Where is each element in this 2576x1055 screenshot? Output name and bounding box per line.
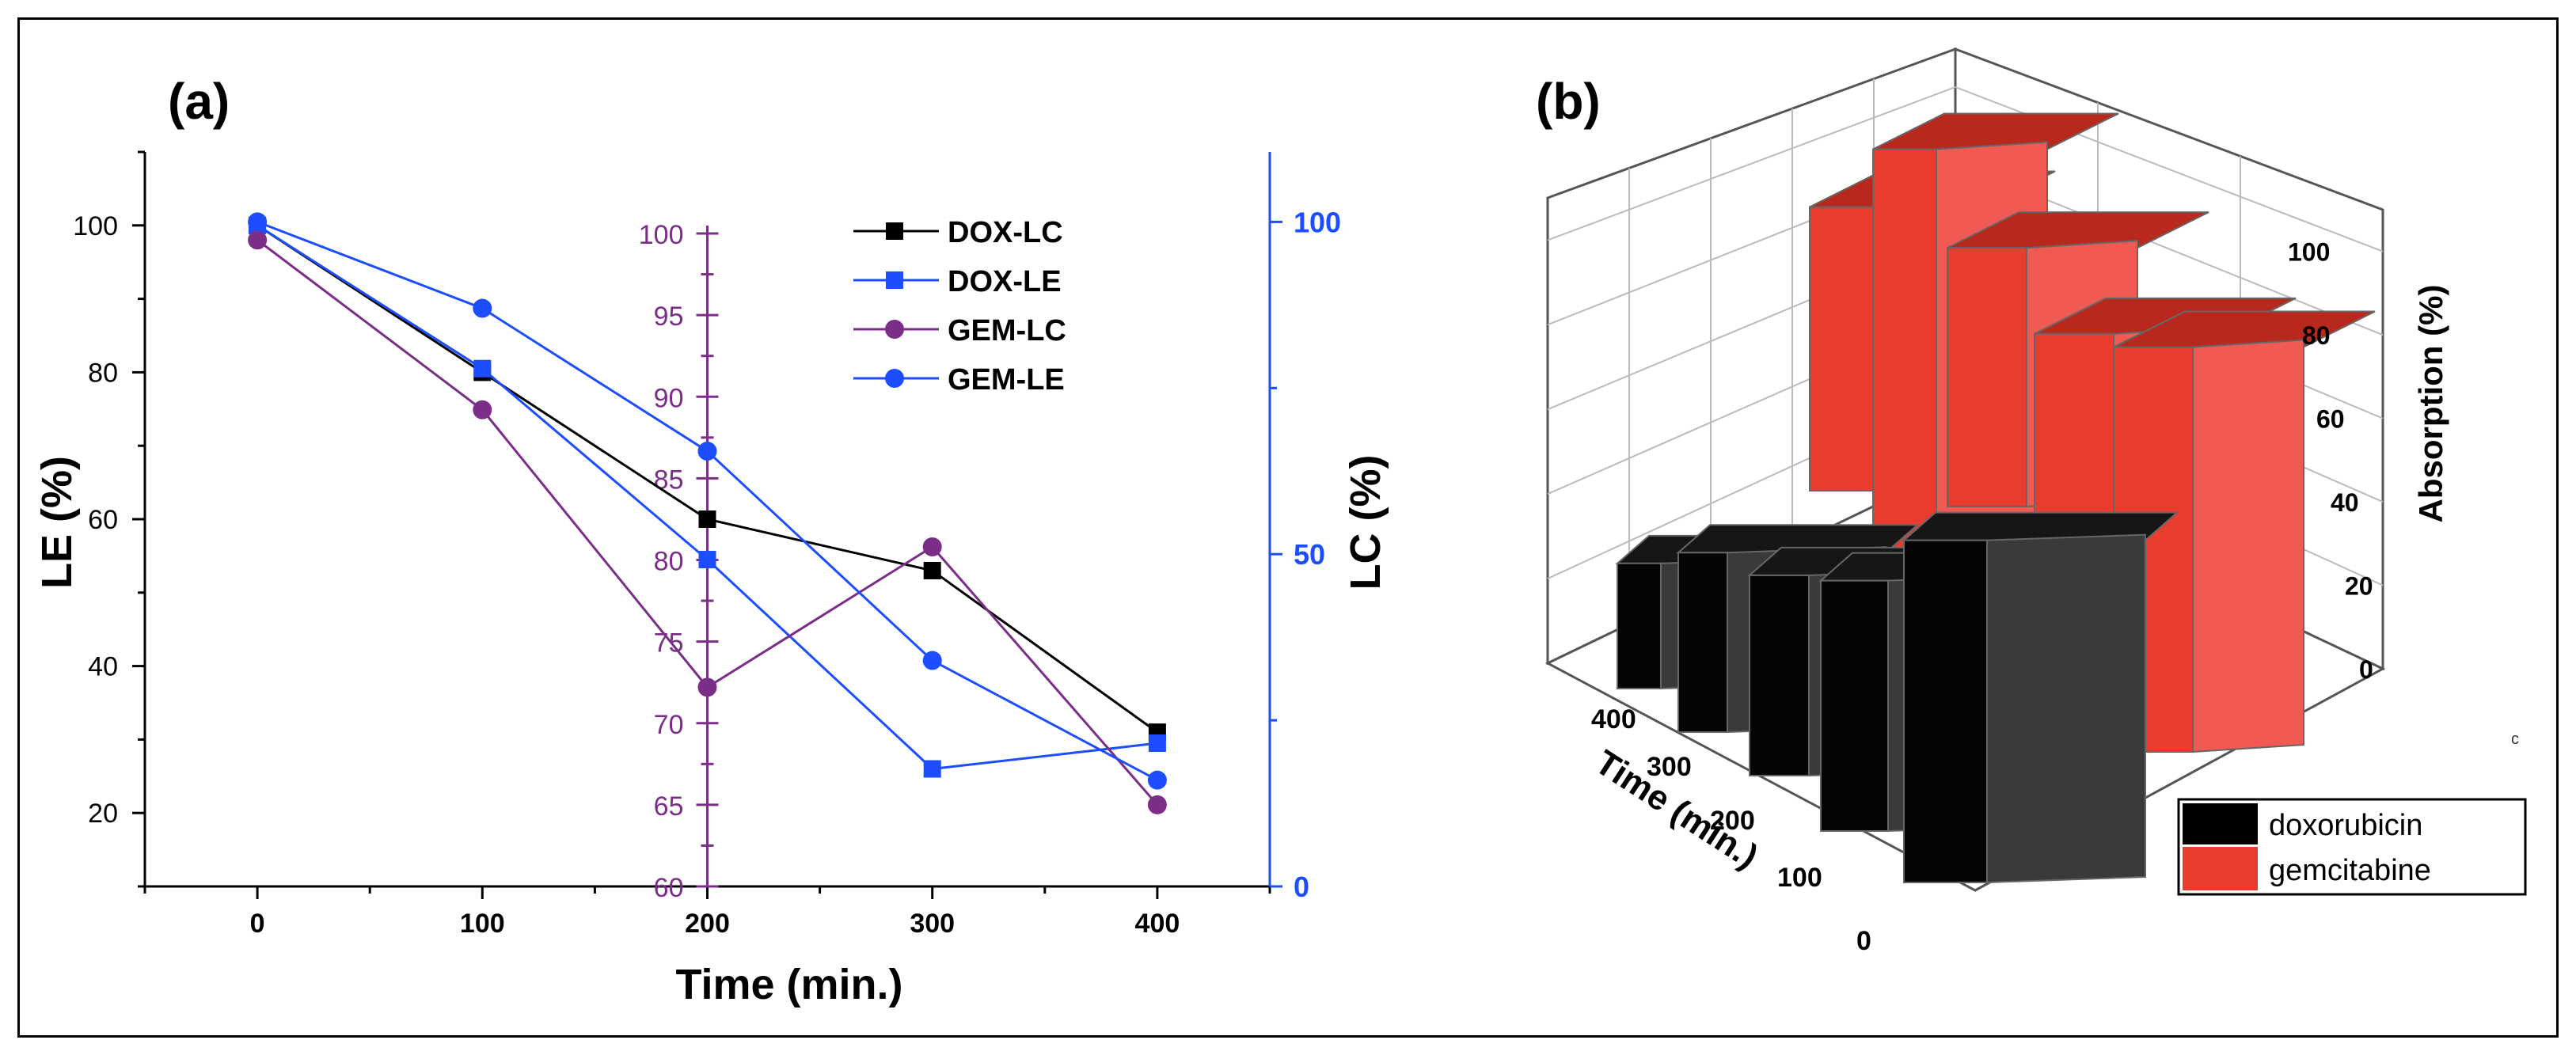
x-tick-label: 300: [910, 909, 955, 939]
legend-label-dox-le: DOX-LE: [948, 265, 1062, 298]
gem-bar-400-front: [1809, 206, 1874, 491]
gem-bar-0-side: [2192, 339, 2304, 753]
panel-a-x-axis-title: Time (min.): [675, 961, 902, 1008]
point-gem-le: [697, 442, 717, 461]
left-tick-label: 80: [88, 358, 118, 388]
inner-tick-label: 70: [654, 710, 684, 740]
point-dox-le: [698, 551, 716, 569]
dox-bar-100-front: [1820, 579, 1889, 832]
inner-tick-label: 100: [639, 220, 684, 250]
z-tick-label: 0: [2359, 655, 2373, 684]
panel-a-line-chart: (a) 0 100 200 300 400 20 40 60 80 100 0 50 100 60 65 70…: [33, 73, 1389, 1008]
gem-bar-200-front: [1947, 247, 2027, 507]
legend-label-gem-lc: GEM-LC: [948, 314, 1066, 347]
point-dox-lc: [923, 561, 941, 579]
dox-bar-400-front: [1617, 562, 1662, 689]
time-tick-label: 0: [1856, 926, 1871, 956]
right-tick-label: 0: [1294, 871, 1309, 903]
dox-bar-0: [1902, 511, 2179, 884]
panel-b-time-ticks: 400 300 200 100 0: [1591, 704, 1871, 956]
point-dox-le: [1148, 734, 1166, 753]
dox-bar-0-front: [1903, 539, 1988, 883]
inner-tick-label: 65: [654, 791, 684, 822]
legend-marker-gem-le: [885, 369, 904, 388]
point-gem-lc: [473, 400, 492, 419]
panel-b-stray-tick: c: [2511, 731, 2519, 748]
legend-label-doxorubicin: doxorubicin: [2269, 809, 2422, 842]
inner-tick-label: 90: [654, 383, 684, 413]
panel-b-z-axis-title: Absorption (%): [2412, 285, 2449, 523]
x-tick-label: 200: [685, 909, 730, 939]
x-tick-label: 0: [250, 909, 265, 939]
legend-marker-dox-lc: [886, 222, 903, 240]
z-tick-label: 60: [2316, 405, 2345, 434]
point-dox-lc: [698, 510, 716, 528]
panel-a-ticks: 0 100 200 300 400204060801000501006065707580…: [73, 150, 1341, 939]
point-gem-le: [248, 212, 268, 232]
legend-marker-gem-lc: [885, 320, 904, 339]
panel-a-legend: DOX-LC DOX-LE GEM-LC GEM-LE: [853, 216, 1066, 397]
panel-b-label: (b): [1536, 73, 1601, 130]
z-tick-label: 100: [2288, 238, 2330, 267]
panel-b-legend: doxorubicin gemcitabine: [2177, 798, 2527, 896]
panel-b-bars: [1615, 112, 2376, 884]
panel-b-z-ticks: 0 20 40 60 80 100: [2288, 238, 2373, 684]
legend-label-gemcitabine: gemcitabine: [2269, 854, 2431, 887]
time-tick-label: 100: [1777, 863, 1822, 893]
legend-swatch-doxorubicin: [2183, 803, 2258, 844]
inner-tick-label: 95: [654, 302, 684, 332]
point-gem-lc: [248, 230, 268, 250]
z-tick-label: 20: [2345, 572, 2373, 601]
legend-marker-dox-le: [886, 271, 903, 289]
point-dox-le: [923, 760, 941, 778]
inner-tick-label: 60: [654, 873, 684, 903]
time-tick-label: 400: [1591, 704, 1636, 734]
left-tick-label: 100: [73, 211, 118, 241]
panel-a-series: [248, 212, 1167, 814]
left-tick-label: 60: [88, 505, 118, 535]
point-gem-le: [922, 651, 942, 670]
inner-tick-label: 85: [654, 465, 684, 495]
panel-b-3d-bar-chart: (b) 0 20 40 60 80 100 400 300 200 100 0 Absorptio…: [1536, 47, 2527, 956]
point-gem-le: [1147, 770, 1167, 790]
legend-label-gem-le: GEM-LE: [948, 363, 1065, 397]
panel-a-right-axis-title: LC (%): [1342, 455, 1389, 590]
point-gem-lc: [1147, 795, 1167, 814]
inner-tick-label: 80: [654, 547, 684, 577]
left-tick-label: 20: [88, 799, 118, 829]
gem-bar-300-front: [1872, 148, 1937, 556]
left-tick-label: 40: [88, 652, 118, 682]
dox-bar-300-front: [1677, 552, 1728, 733]
z-tick-label: 80: [2302, 321, 2331, 350]
right-tick-label: 50: [1294, 538, 1325, 571]
point-gem-lc: [697, 677, 717, 697]
point-gem-le: [473, 298, 492, 318]
x-tick-label: 100: [460, 909, 505, 939]
back-left-gridline: [1547, 86, 1956, 241]
legend-label-dox-lc: DOX-LC: [948, 216, 1063, 249]
right-tick-label: 100: [1294, 206, 1341, 238]
point-dox-le: [473, 359, 492, 378]
time-tick-label: 300: [1647, 752, 1692, 782]
z-tick-label: 40: [2331, 488, 2359, 517]
dox-bar-200-front: [1749, 574, 1810, 777]
dox-bar-0-side: [1986, 533, 2146, 884]
point-gem-lc: [922, 537, 942, 556]
panel-a-label: (a): [168, 73, 230, 130]
time-tick-label: 200: [1710, 806, 1755, 836]
x-tick-label: 400: [1135, 909, 1180, 939]
legend-swatch-gemcitabine: [2183, 847, 2258, 890]
panel-a-left-axis-title: LE (%): [33, 456, 81, 589]
